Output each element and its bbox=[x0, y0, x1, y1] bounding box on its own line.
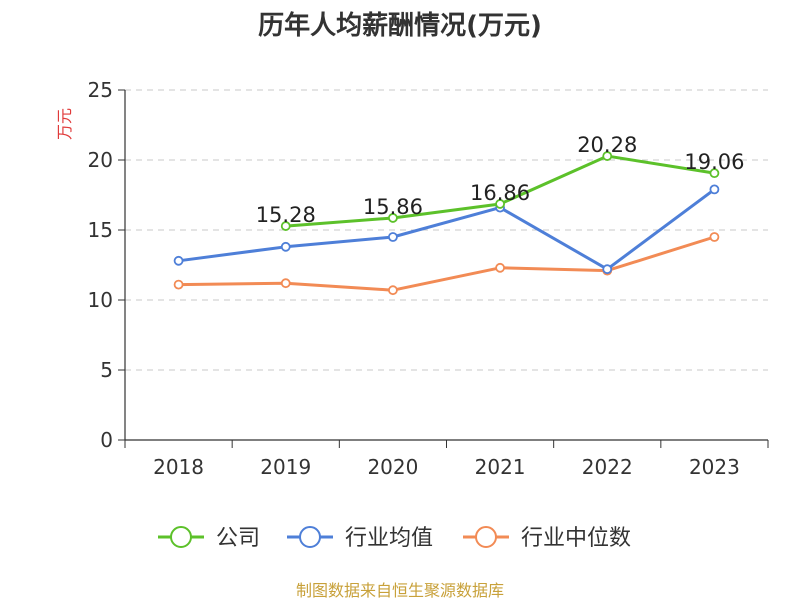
data-point[interactable] bbox=[388, 213, 398, 223]
x-tick-label: 2022 bbox=[582, 455, 633, 479]
series-layer bbox=[173, 151, 720, 296]
data-labels: 15.28 15.86 16.86 20.28 19.06 bbox=[256, 133, 745, 227]
data-point[interactable] bbox=[602, 264, 613, 275]
axes: 0 5 10 15 20 25 2018 2019 2020 2021 2022 2023 bbox=[88, 78, 769, 479]
data-point[interactable] bbox=[709, 232, 720, 242]
data-point[interactable] bbox=[173, 255, 184, 266]
y-tick-label: 15 bbox=[88, 218, 113, 242]
legend-marker bbox=[475, 526, 497, 548]
legend-item-0[interactable]: 公司 bbox=[158, 526, 260, 551]
data-point[interactable] bbox=[173, 279, 184, 290]
data-point[interactable] bbox=[280, 241, 291, 252]
source-note: 制图数据来自恒生聚源数据库 bbox=[296, 581, 504, 600]
series-line-1 bbox=[178, 188, 716, 271]
data-label: 16.86 bbox=[470, 181, 530, 205]
legend[interactable]: 公司 行业均值 行业中位数 bbox=[158, 526, 631, 551]
data-point[interactable] bbox=[388, 232, 398, 242]
legend-label: 行业均值 bbox=[345, 526, 433, 551]
y-tick-label: 5 bbox=[100, 358, 113, 382]
x-tick-label: 2018 bbox=[153, 455, 204, 479]
data-point[interactable] bbox=[602, 151, 613, 161]
data-label: 20.28 bbox=[577, 133, 637, 157]
data-label: 15.28 bbox=[256, 203, 316, 227]
y-tick-label: 10 bbox=[88, 288, 113, 312]
x-tick-label: 2021 bbox=[475, 455, 526, 479]
legend-label: 行业中位数 bbox=[521, 526, 631, 551]
x-tick-label: 2023 bbox=[689, 455, 740, 479]
x-tick-label: 2020 bbox=[367, 455, 418, 479]
y-tick-label: 25 bbox=[88, 78, 113, 102]
legend-marker bbox=[170, 526, 192, 548]
data-point[interactable] bbox=[495, 199, 505, 209]
y-tick-label: 0 bbox=[100, 428, 113, 452]
data-point[interactable] bbox=[388, 285, 398, 296]
data-point[interactable] bbox=[709, 184, 720, 195]
series-line-2 bbox=[178, 235, 715, 292]
legend-marker bbox=[299, 526, 321, 548]
data-label: 15.86 bbox=[363, 195, 423, 219]
legend-label: 公司 bbox=[216, 526, 260, 551]
data-label: 19.06 bbox=[684, 150, 744, 174]
x-tick-label: 2019 bbox=[260, 455, 311, 479]
data-point[interactable] bbox=[280, 221, 291, 231]
chart-title: 历年人均薪酬情况(万元) bbox=[258, 10, 542, 41]
y-axis-label: 万元 bbox=[55, 108, 74, 140]
data-point[interactable] bbox=[709, 168, 720, 179]
grid-lines bbox=[125, 89, 768, 371]
legend-item-2[interactable]: 行业中位数 bbox=[463, 526, 631, 551]
data-point[interactable] bbox=[280, 278, 291, 289]
legend-item-1[interactable]: 行业均值 bbox=[287, 526, 433, 551]
data-point[interactable] bbox=[495, 262, 505, 273]
y-tick-label: 20 bbox=[88, 148, 113, 172]
